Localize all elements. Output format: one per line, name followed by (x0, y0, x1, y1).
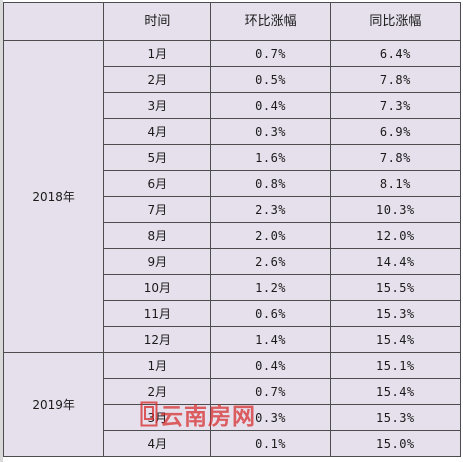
month-cell[interactable]: 4月 (103, 430, 212, 457)
month-cell[interactable]: 9月 (103, 248, 212, 275)
mom-cell[interactable]: 1.2% (210, 274, 331, 301)
month-cell[interactable]: 7月 (103, 196, 212, 223)
mom-cell[interactable]: 0.1% (210, 430, 331, 457)
month-cell[interactable]: 11月 (103, 300, 212, 327)
yoy-cell[interactable]: 7.8% (329, 66, 462, 93)
year-cell[interactable]: 2019年 (2, 352, 105, 457)
yoy-cell[interactable]: 8.1% (329, 170, 462, 197)
mom-cell[interactable]: 0.3% (210, 118, 331, 145)
yoy-cell[interactable]: 15.4% (329, 378, 462, 405)
yoy-cell[interactable]: 15.3% (329, 404, 462, 431)
mom-cell[interactable]: 0.7% (210, 40, 331, 67)
yoy-cell[interactable]: 15.4% (329, 326, 462, 353)
mom-cell[interactable]: 0.4% (210, 92, 331, 119)
mom-cell[interactable]: 2.3% (210, 196, 331, 223)
yoy-cell[interactable]: 6.9% (329, 118, 462, 145)
mom-cell[interactable]: 2.6% (210, 248, 331, 275)
month-cell[interactable]: 5月 (103, 144, 212, 171)
month-cell[interactable]: 1月 (103, 352, 212, 379)
month-cell[interactable]: 6月 (103, 170, 212, 197)
table-row: 3月 0.3% 15.3% (4, 404, 462, 431)
yoy-cell[interactable]: 14.4% (329, 248, 462, 275)
yoy-cell[interactable]: 15.1% (329, 352, 462, 379)
price-change-table: 时间 环比涨幅 同比涨幅 2018年 1月 0.7% 6.4% 2月 0.5% 7.8% 3月… (2, 2, 462, 457)
month-cell[interactable]: 12月 (103, 326, 212, 353)
mom-cell[interactable]: 0.5% (210, 66, 331, 93)
table-row: 2月 0.5% 7.8% (4, 66, 462, 93)
table-body: 2018年 1月 0.7% 6.4% 2月 0.5% 7.8% 3月 0.4% 7.3% 4月 0.3… (2, 40, 462, 457)
table-row: 8月 2.0% 12.0% (4, 222, 462, 249)
month-cell[interactable]: 2月 (103, 66, 212, 93)
mom-cell[interactable]: 0.3% (210, 404, 331, 431)
yoy-cell[interactable]: 15.5% (329, 274, 462, 301)
table-row: 5月 1.6% 7.8% (4, 144, 462, 171)
table-row: 9月 2.6% 14.4% (4, 248, 462, 275)
table-row: 10月 1.2% 15.5% (4, 274, 462, 301)
table-row: 12月 1.4% 15.4% (4, 326, 462, 353)
yoy-cell[interactable]: 6.4% (329, 40, 462, 67)
mom-cell[interactable]: 1.4% (210, 326, 331, 353)
month-cell[interactable]: 10月 (103, 274, 212, 301)
table-row: 3月 0.4% 7.3% (4, 92, 462, 119)
header-row: 时间 环比涨幅 同比涨幅 (2, 2, 462, 41)
yoy-cell[interactable]: 7.3% (329, 92, 462, 119)
mom-cell[interactable]: 0.6% (210, 300, 331, 327)
month-cell[interactable]: 3月 (103, 404, 212, 431)
header-mom[interactable]: 环比涨幅 (210, 2, 331, 41)
header-year[interactable] (2, 2, 105, 41)
table-row: 4月 0.1% 15.0% (4, 430, 462, 457)
mom-cell[interactable]: 0.4% (210, 352, 331, 379)
yoy-cell[interactable]: 7.8% (329, 144, 462, 171)
yoy-cell[interactable]: 10.3% (329, 196, 462, 223)
yoy-cell[interactable]: 15.3% (329, 300, 462, 327)
mom-cell[interactable]: 0.7% (210, 378, 331, 405)
mom-cell[interactable]: 2.0% (210, 222, 331, 249)
month-cell[interactable]: 3月 (103, 92, 212, 119)
table-row: 2019年 1月 0.4% 15.1% (2, 352, 462, 457)
yoy-cell[interactable]: 15.0% (329, 430, 462, 457)
month-cell[interactable]: 4月 (103, 118, 212, 145)
table-row: 2018年 1月 0.7% 6.4% (2, 40, 462, 353)
table-row: 6月 0.8% 8.1% (4, 170, 462, 197)
month-cell[interactable]: 8月 (103, 222, 212, 249)
mom-cell[interactable]: 1.6% (210, 144, 331, 171)
row-gutter (0, 0, 3, 462)
table-row: 4月 0.3% 6.9% (4, 118, 462, 145)
yoy-cell[interactable]: 12.0% (329, 222, 462, 249)
year-cell[interactable]: 2018年 (2, 40, 105, 353)
month-cell[interactable]: 1月 (103, 40, 212, 67)
header-time[interactable]: 时间 (103, 2, 212, 41)
month-cell[interactable]: 2月 (103, 378, 212, 405)
header-yoy[interactable]: 同比涨幅 (329, 2, 462, 41)
mom-cell[interactable]: 0.8% (210, 170, 331, 197)
